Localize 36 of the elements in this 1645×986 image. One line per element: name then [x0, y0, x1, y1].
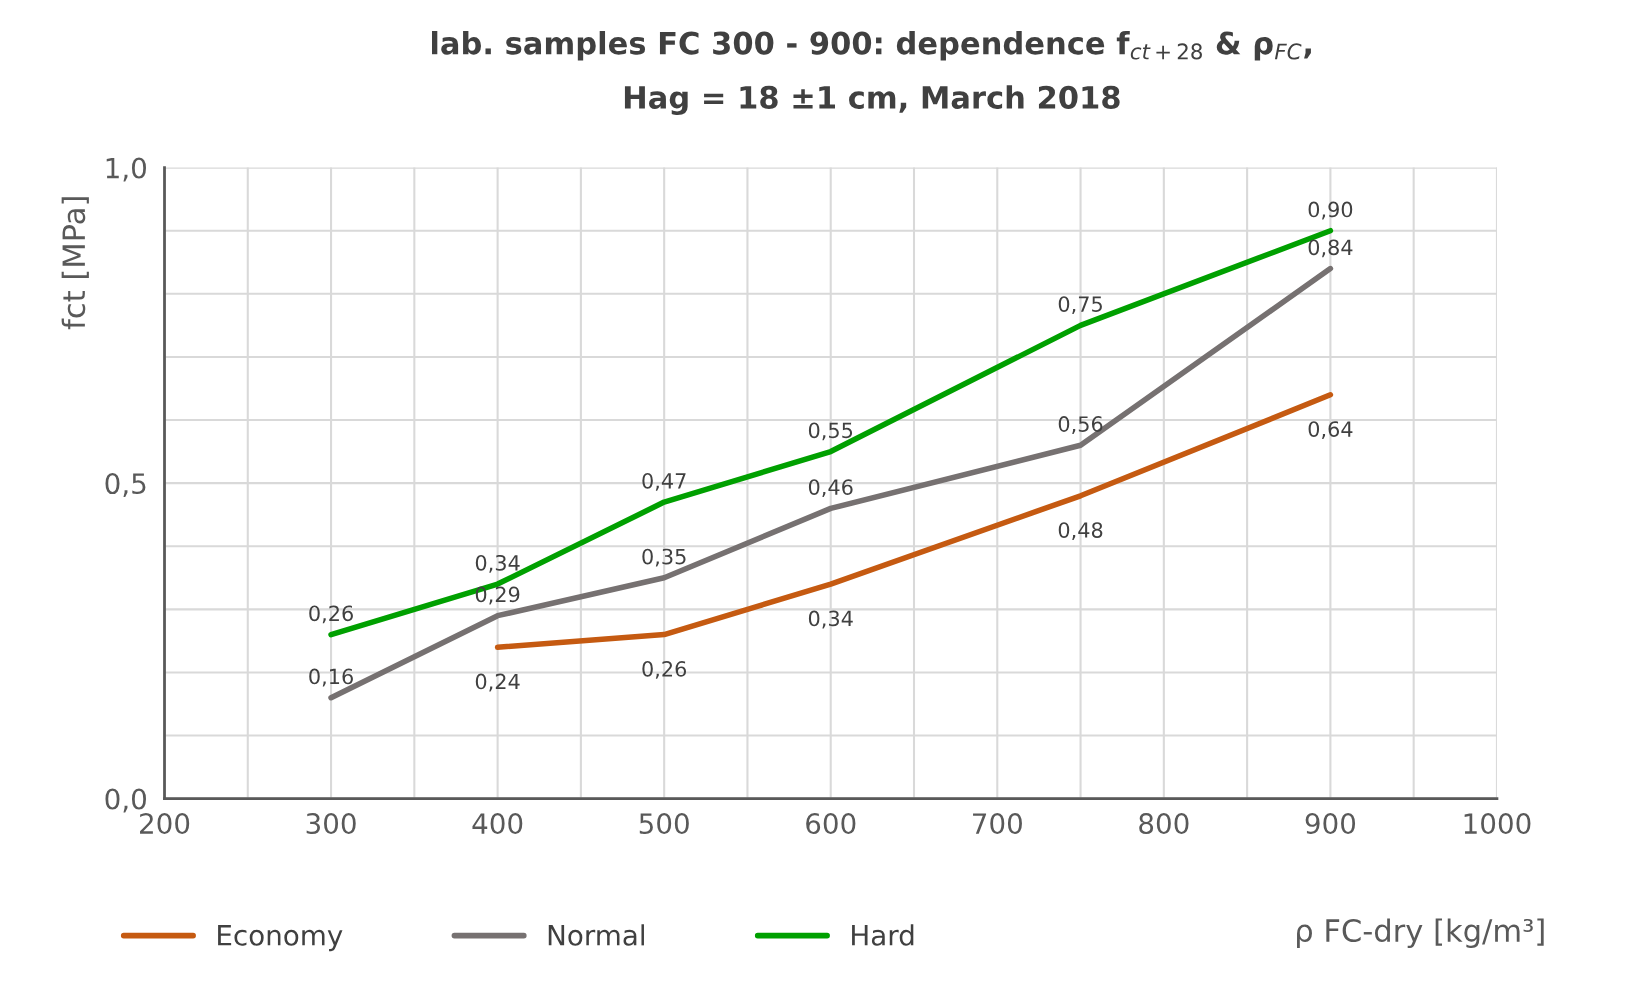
legend-label: Hard	[852, 924, 914, 946]
chart-title: lab. samples FC 300 - 900: dependence f$_{ct+28}$ & ρ$_{FC}$,	[431, 31, 1311, 61]
x-tick-label: 700	[973, 813, 1022, 835]
y-axis-title: fct [MPa]	[61, 197, 89, 330]
legend-label: Economy	[218, 925, 343, 952]
y-tick-label: 0,0	[105, 788, 146, 813]
legend-label: Normal	[548, 924, 644, 946]
y-tick-label: 0,5	[105, 473, 146, 497]
data-label: 0,35	[642, 548, 686, 567]
y-tick-label: 1,0	[106, 157, 146, 182]
x-tick-label: 600	[806, 813, 856, 835]
x-tick-label: 900	[1305, 813, 1356, 835]
x-tick-label: 500	[639, 813, 689, 835]
x-tick-label: 400	[472, 813, 523, 835]
data-label: 0,34	[808, 610, 853, 629]
x-tick-label: 800	[1139, 813, 1189, 835]
data-label: 0,64	[1308, 421, 1353, 440]
x-tick-label: 300	[306, 813, 356, 835]
data-label: 0,46	[808, 479, 853, 498]
data-label: 0,90	[1308, 201, 1353, 220]
data-label: 0,16	[309, 668, 353, 687]
data-label: 0,56	[1058, 416, 1103, 434]
data-label: 0,26	[642, 660, 687, 679]
data-label: 0,26	[309, 605, 353, 624]
data-label: 0,34	[475, 554, 520, 573]
chart-subtitle: Hag = 18 ±1 cm, March 2018	[624, 85, 1120, 116]
data-label: 0,48	[1058, 522, 1103, 541]
data-label: 0,24	[475, 673, 520, 692]
x-tick-label: 1000	[1464, 813, 1531, 835]
data-label: 0,47	[642, 472, 686, 491]
data-label: 0,75	[1058, 296, 1102, 315]
x-tick-label: 200	[140, 813, 190, 835]
data-label: 0,29	[475, 586, 520, 605]
x-axis-title: ρ FC-dry [kg/m³]	[1297, 918, 1544, 948]
data-label: 0,84	[1308, 239, 1353, 258]
data-label: 0,55	[808, 422, 853, 441]
